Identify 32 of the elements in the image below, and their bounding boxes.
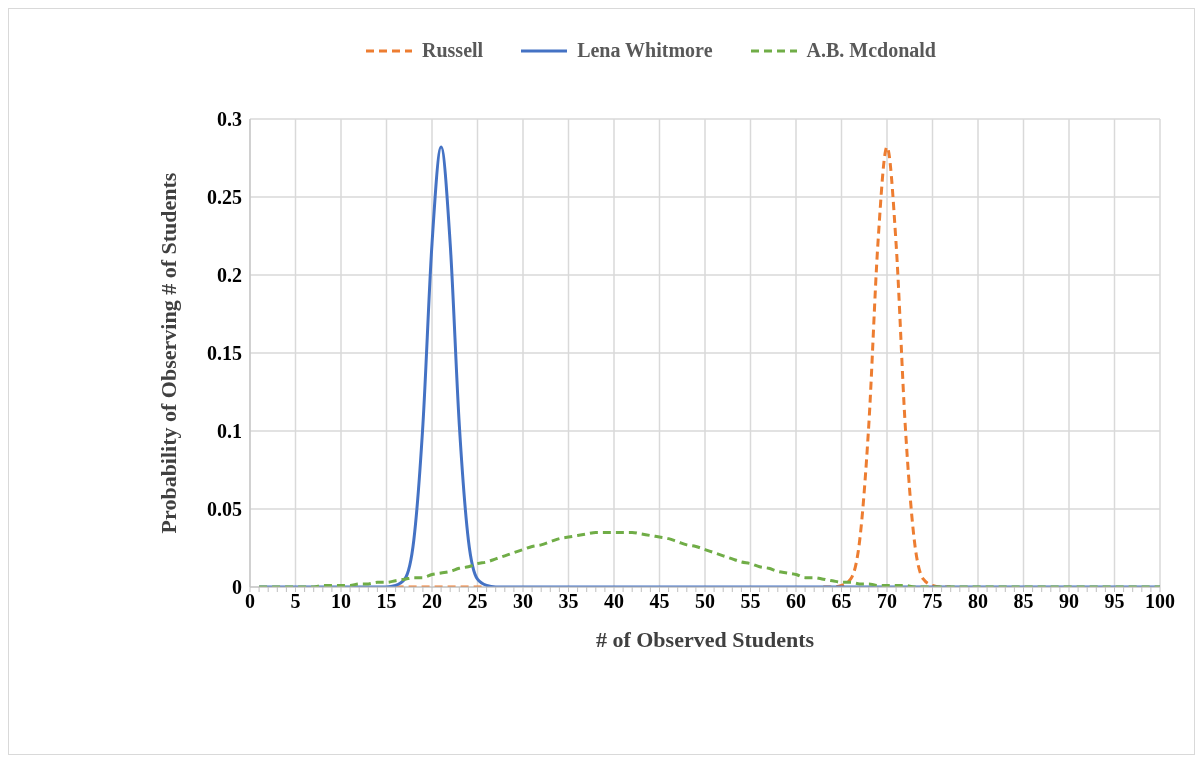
legend-label: Russell	[421, 39, 484, 62]
x-tick-label: 10	[331, 590, 351, 613]
x-tick-label: 90	[1059, 590, 1079, 613]
legend-label: Lena Whitmore	[576, 39, 713, 62]
x-tick-label: 45	[649, 590, 670, 613]
x-tick-label: 60	[786, 590, 806, 613]
x-tick-label: 35	[558, 590, 579, 613]
x-tick-label: 85	[1013, 590, 1034, 613]
x-tick-label: 55	[740, 590, 761, 613]
x-tick-label: 50	[695, 590, 715, 613]
x-tick-label: 30	[513, 590, 533, 613]
x-tick-label: 75	[922, 590, 943, 613]
x-axis-title: # of Observed Students	[595, 627, 815, 652]
x-tick-label: 80	[968, 590, 988, 613]
x-tick-label: 95	[1104, 590, 1125, 613]
x-tick-label: 40	[604, 590, 624, 613]
x-tick-label: 25	[467, 590, 488, 613]
legend-label: A.B. Mcdonald	[805, 39, 936, 62]
y-tick-label: 0.3	[217, 108, 242, 131]
x-tick-label: 100	[1145, 590, 1175, 613]
y-tick-label: 0	[232, 576, 242, 599]
y-tick-label: 0.25	[207, 186, 242, 209]
y-tick-label: 0.15	[207, 342, 242, 365]
y-tick-label: 0.05	[207, 498, 242, 521]
y-tick-label: 0.2	[217, 264, 242, 287]
x-tick-label: 15	[376, 590, 397, 613]
y-axis-title: Probability of Observing # of Students	[155, 172, 181, 534]
x-tick-label: 5	[290, 590, 301, 613]
x-tick-label: 65	[831, 590, 852, 613]
y-tick-label: 0.1	[217, 420, 242, 443]
x-tick-label: 70	[877, 590, 897, 613]
x-tick-label: 20	[422, 590, 442, 613]
